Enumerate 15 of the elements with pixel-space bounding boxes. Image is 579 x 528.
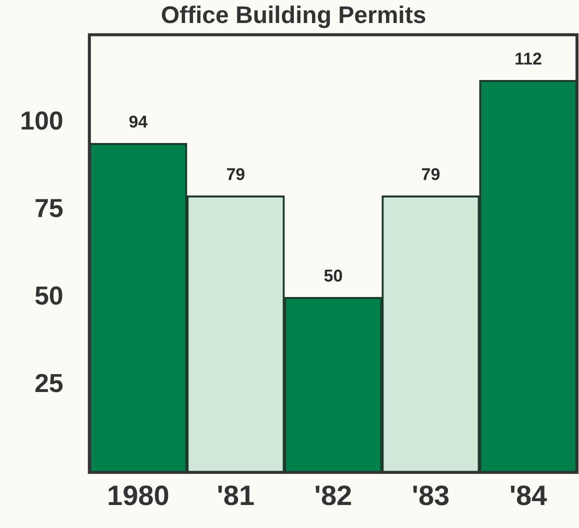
chart-title: Office Building Permits [160,2,426,30]
data-label: 79 [421,165,440,184]
y-tick-label: 25 [34,368,64,398]
data-label: 79 [226,165,246,184]
data-label: 112 [514,50,542,68]
x-tick-label: '82 [314,480,352,511]
y-tick-label: 50 [34,280,64,311]
x-tick-label: 1980 [106,480,170,511]
data-label: 50 [324,266,343,286]
data-label: 94 [128,112,148,132]
y-tick-label: 75 [34,193,64,224]
x-tick-label: '83 [412,480,450,511]
x-tick-label: '81 [216,480,255,511]
y-tick-label: 100 [20,105,64,136]
x-tick-label: '84 [509,480,548,511]
